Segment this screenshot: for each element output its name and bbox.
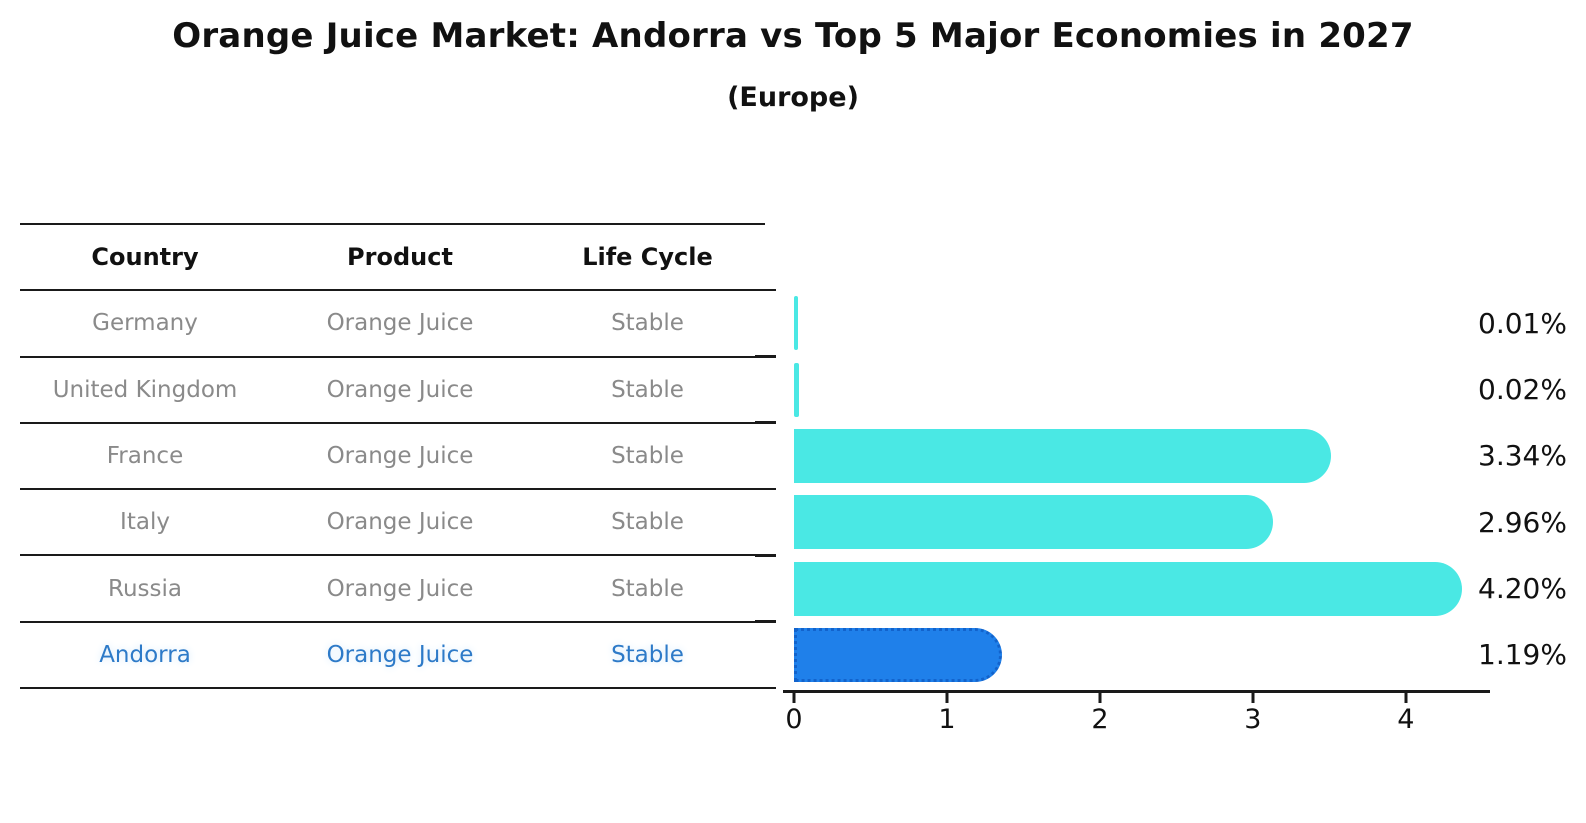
cell-country: France [106,443,184,470]
table-header-row: Country Product Life Cycle [20,223,765,289]
x-tick-label: 3 [1244,704,1262,735]
cell-life-cycle: Stable [611,376,684,403]
value-label: 3.34% [1478,439,1567,473]
cell-life-cycle: Stable [611,575,684,602]
table-row-andorra: Andorra Orange Juice Stable [20,620,765,687]
x-axis-tick [1404,693,1408,703]
cell-product: Orange Juice [326,376,474,403]
cell-product: Orange Juice [326,641,474,668]
cell-country: Italy [120,509,170,536]
x-tick-label: 0 [785,704,803,735]
table-row: Germany Orange Juice Stable [20,289,765,355]
country-table: Country Product Life Cycle Germany Orang… [20,223,765,690]
x-tick-label: 1 [938,704,956,735]
y-axis-tick [755,554,776,557]
y-axis-tick [755,288,776,292]
value-label: 2.96% [1478,505,1567,539]
cell-country: Russia [108,575,182,602]
y-axis-tick [755,355,776,358]
value-label: 4.20% [1478,571,1567,605]
cell-life-cycle: Stable [611,443,684,470]
x-axis-tick [1251,693,1255,703]
x-axis-tick [1098,693,1102,703]
bar-united-kingdom [794,362,800,417]
page-title: Orange Juice Market: Andorra vs Top 5 Ma… [172,16,1414,56]
table-row: Russia Orange Juice Stable [20,554,765,620]
bar-russia [794,561,1463,616]
cell-country: Germany [92,310,198,337]
value-label: 1.19% [1478,638,1567,672]
value-label-column: 0.01% 0.02% 3.34% 2.96% 4.20% 1.19% [1462,290,1586,688]
table-row: Italy Orange Juice Stable [20,488,765,554]
cell-life-cycle: Stable [611,509,684,536]
column-header-country: Country [91,243,199,272]
y-axis-tick [755,620,776,623]
x-tick-label: 4 [1397,704,1415,735]
cell-product: Orange Juice [326,310,474,337]
bar-chart: 0 1 2 3 4 [755,288,1490,735]
bar-andorra [794,627,1003,682]
table-bottom-border [20,687,765,690]
bar-germany [794,296,798,351]
column-header-product: Product [347,243,453,272]
y-axis-tick [755,686,776,690]
y-axis-tick [755,487,776,491]
cell-life-cycle: Stable [611,310,684,337]
bar-italy [794,495,1273,550]
cell-life-cycle: Stable [611,641,684,668]
x-tick-label: 2 [1091,704,1109,735]
x-axis-tick [792,693,796,703]
table-row: United Kingdom Orange Juice Stable [20,355,765,422]
x-axis-tick [945,693,949,703]
cell-product: Orange Juice [326,575,474,602]
table-row: France Orange Juice Stable [20,421,765,488]
bar-france [794,428,1331,483]
column-header-life-cycle: Life Cycle [582,243,713,272]
page-subtitle: (Europe) [727,82,859,113]
cell-product: Orange Juice [326,509,474,536]
x-axis-line [783,690,1490,693]
value-label: 0.01% [1478,306,1567,340]
cell-country: United Kingdom [52,376,238,403]
y-axis-tick [755,421,776,424]
cell-country: Andorra [99,641,191,668]
value-label: 0.02% [1478,372,1567,406]
cell-product: Orange Juice [326,443,474,470]
